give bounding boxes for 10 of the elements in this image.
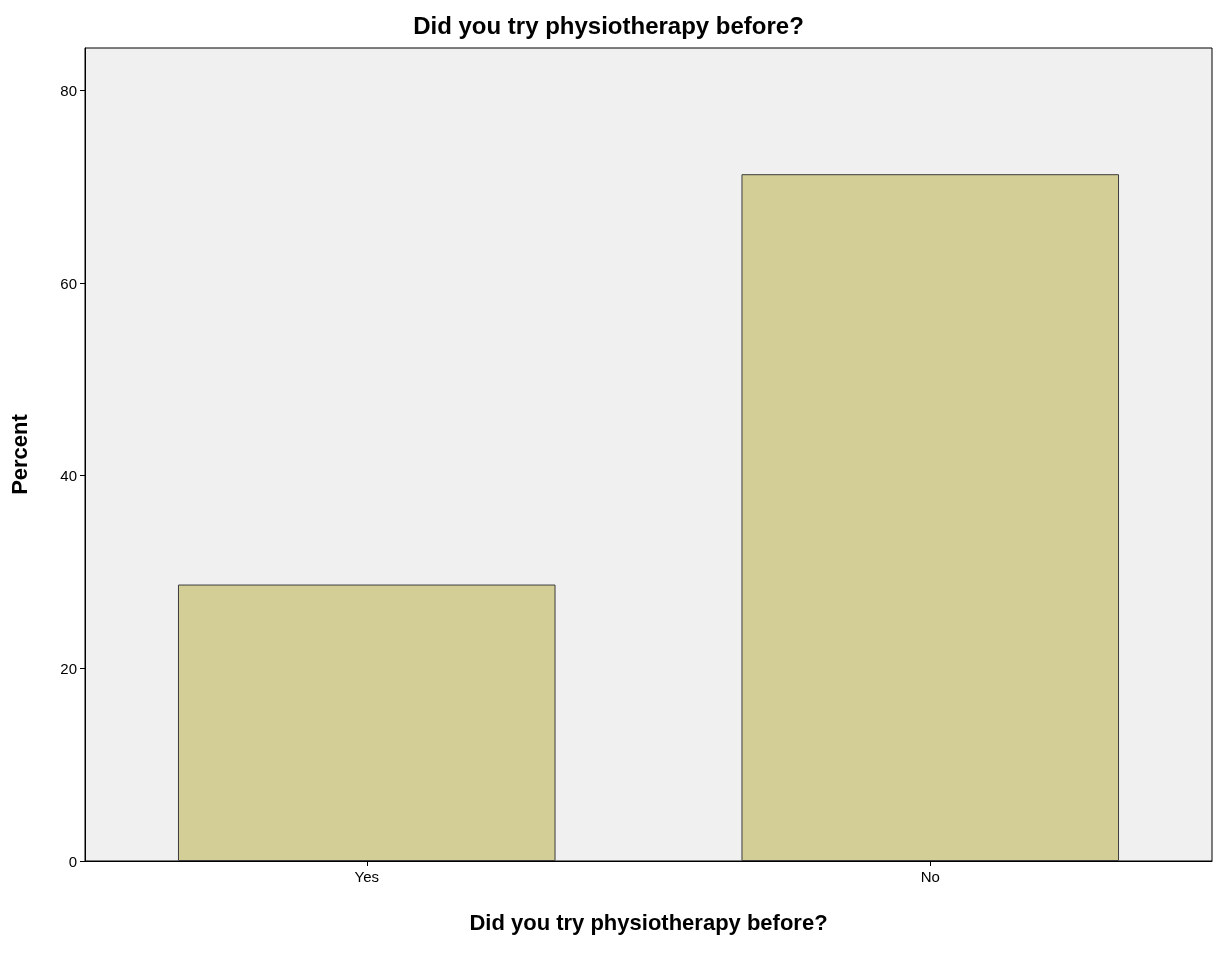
y-tick-label: 40 xyxy=(60,467,77,485)
y-tick-label: 0 xyxy=(68,852,77,870)
x-axis-title: Did you try physiotherapy before? xyxy=(469,909,828,935)
x-tick-label: Yes xyxy=(354,868,379,885)
y-tick-label: 80 xyxy=(60,81,77,99)
chart-title: Did you try physiotherapy before? xyxy=(413,11,804,39)
y-axis-title: Percent xyxy=(6,413,32,495)
x-tick-label: No xyxy=(920,868,940,885)
y-tick-label: 60 xyxy=(60,274,77,292)
y-tick-label: 20 xyxy=(60,659,77,677)
